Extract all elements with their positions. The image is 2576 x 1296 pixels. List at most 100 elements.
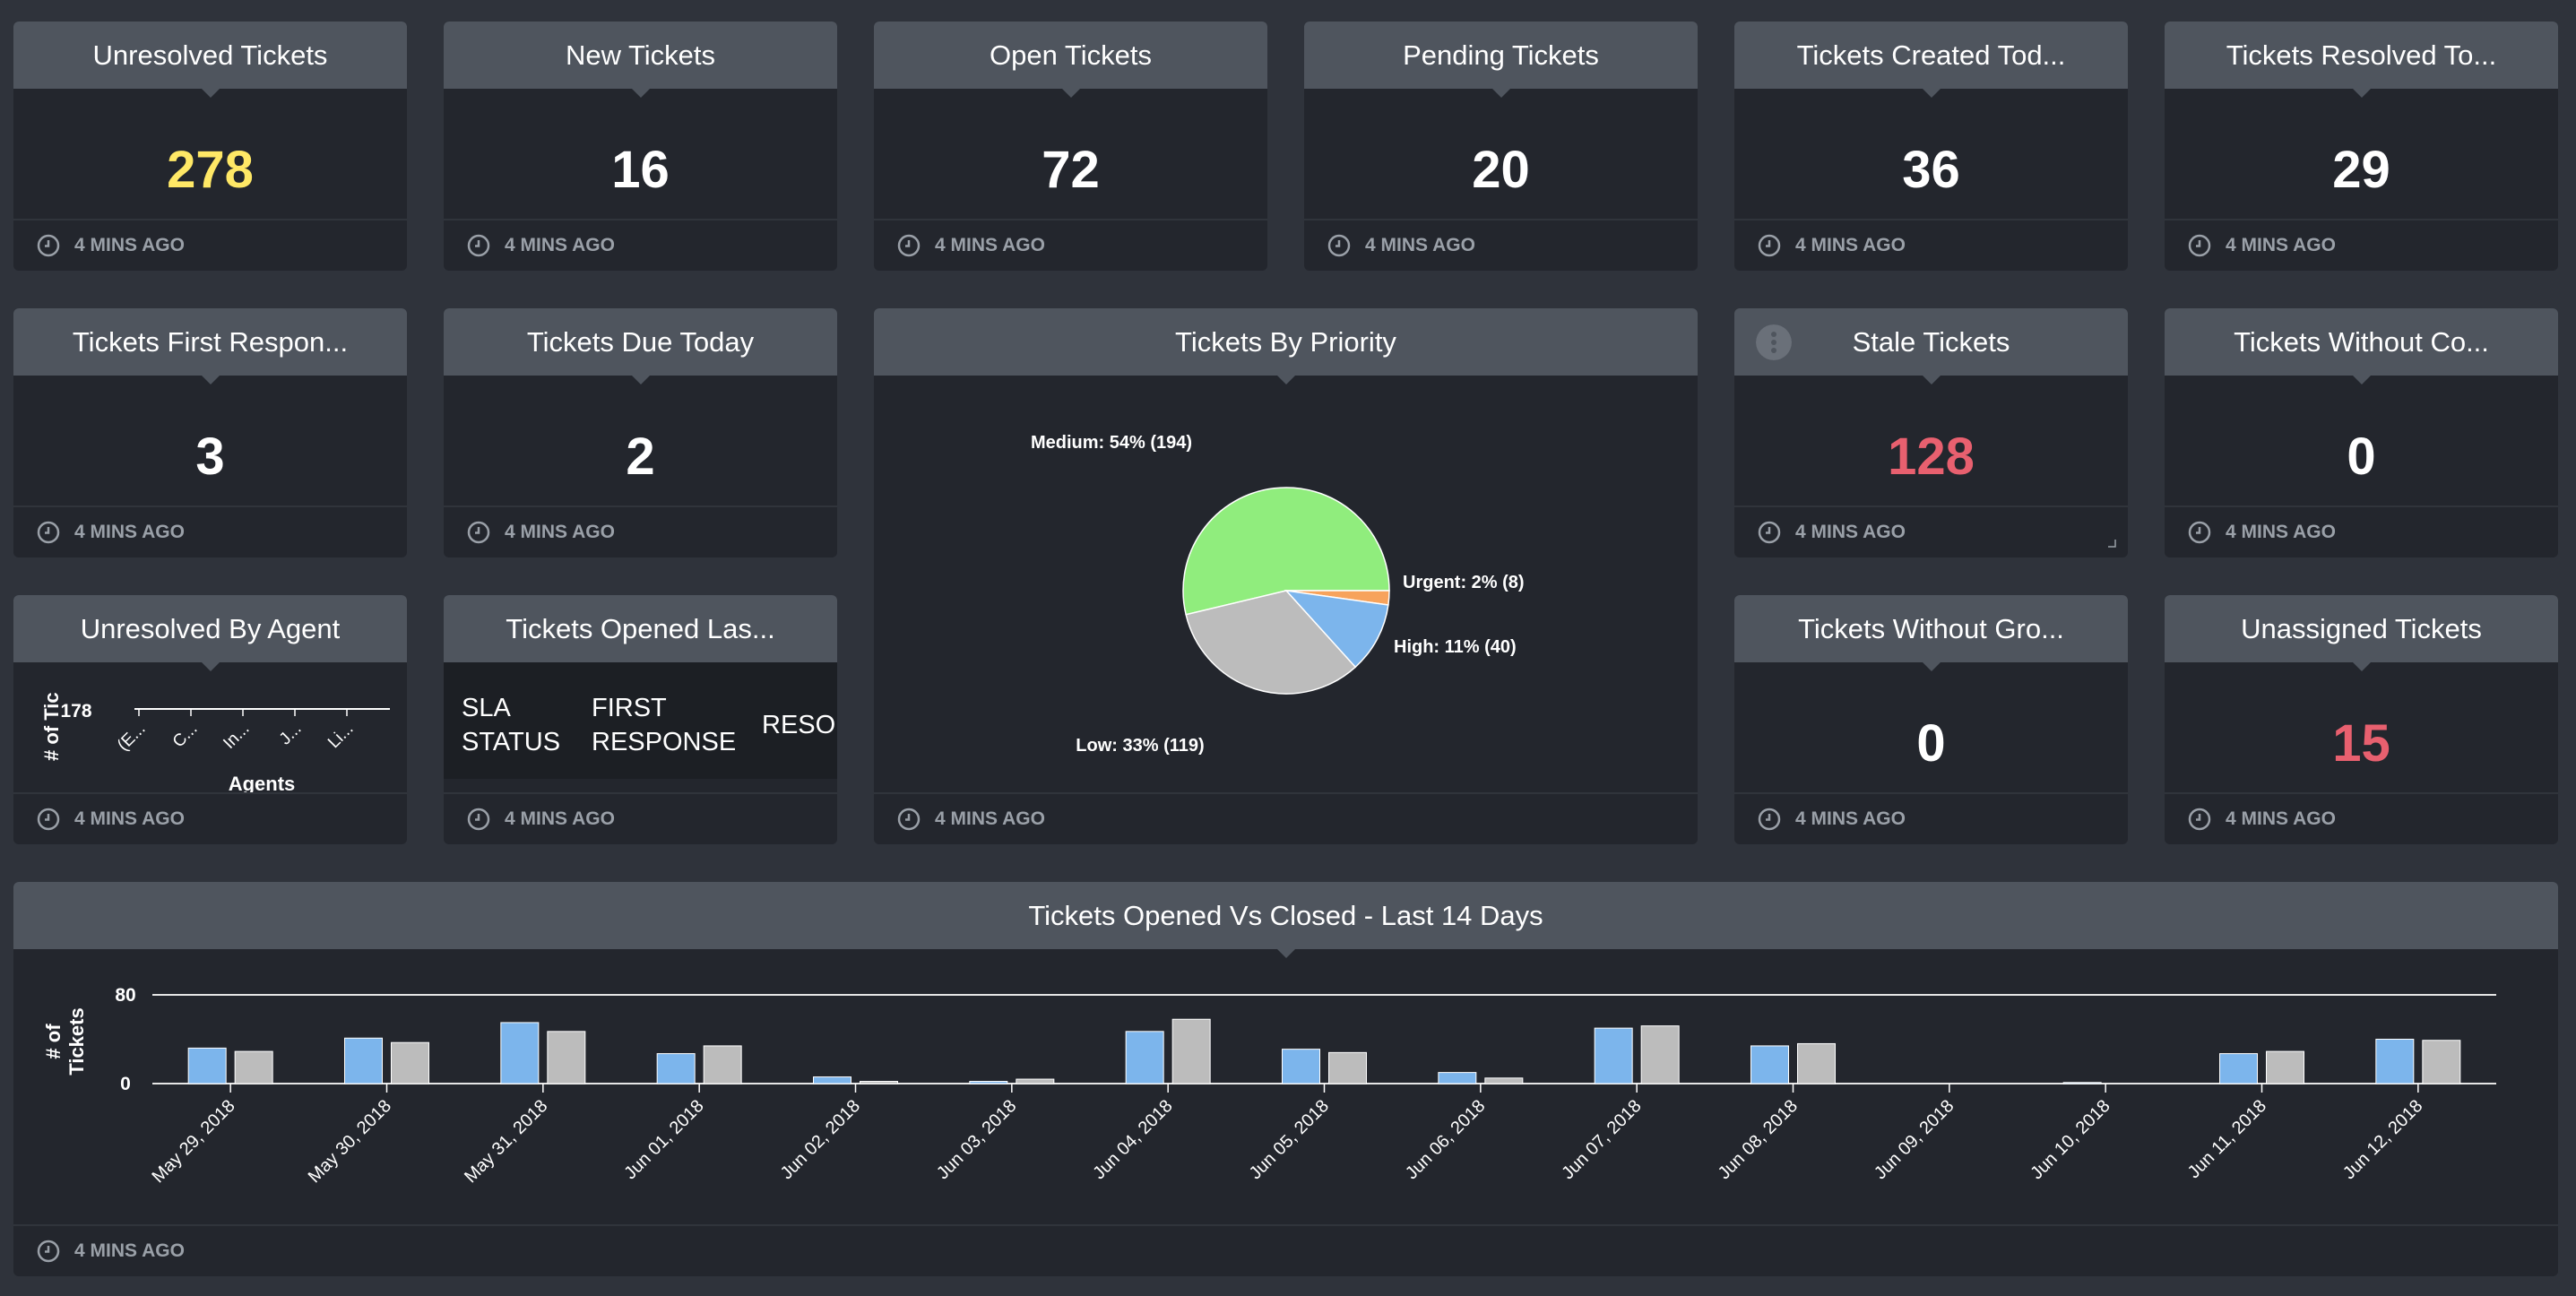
bar — [969, 1081, 1008, 1084]
widget-header: Tickets Due Today — [444, 308, 837, 384]
widget-header: Open Tickets — [874, 22, 1267, 98]
column-header-line: SLA — [462, 694, 511, 722]
x-tick-label: Jun 02, 2018 — [777, 1096, 864, 1183]
widget-footer: 4 MINS AGO — [874, 792, 1698, 844]
column-header-line: STATUS — [462, 728, 561, 756]
updated-time: 4 MINS AGO — [935, 808, 1045, 829]
clock-icon — [1758, 808, 1781, 831]
resize-handle-icon[interactable] — [2106, 538, 2117, 549]
bar — [656, 1053, 696, 1084]
widget-header: Tickets Without Co... — [2165, 308, 2558, 384]
more-options-icon[interactable] — [1756, 324, 1792, 360]
unresolved-tickets-widget[interactable]: Unresolved Tickets 278 4 MINS AGO — [13, 22, 407, 271]
bar — [1171, 1018, 1211, 1084]
widget-header: Unresolved Tickets — [13, 22, 407, 98]
updated-time: 4 MINS AGO — [1795, 235, 1906, 255]
bar — [1282, 1049, 1320, 1084]
pending-tickets-widget[interactable]: Pending Tickets 20 4 MINS AGO — [1304, 22, 1698, 271]
tickets-opened-last-widget[interactable]: Tickets Opened Las... SLA STATUS FIRST RES… — [444, 595, 837, 844]
tickets-first-response-widget[interactable]: Tickets First Respon... 3 4 MINS AGO — [13, 308, 407, 557]
widget-footer: 4 MINS AGO — [1734, 792, 2128, 844]
widget-title: Tickets Resolved To... — [2226, 39, 2497, 71]
bar — [2422, 1040, 2461, 1084]
widget-title: Open Tickets — [990, 39, 1152, 71]
clock-icon — [467, 521, 490, 544]
updated-time: 4 MINS AGO — [505, 235, 615, 255]
unassigned-tickets-widget[interactable]: Unassigned Tickets 15 4 MINS AGO — [2165, 595, 2558, 844]
clock-icon — [2188, 808, 2211, 831]
bar — [1125, 1031, 1164, 1084]
tickets-by-priority-widget[interactable]: Tickets By Priority Medium: 54% (194) Urg… — [874, 308, 1698, 844]
clock-icon — [897, 808, 921, 831]
opened-vs-closed-widget[interactable]: Tickets Opened Vs Closed - Last 14 Days … — [13, 882, 2558, 1276]
column-header-resolution[interactable]: RESOL — [762, 708, 837, 742]
unresolved-by-agent-widget[interactable]: Unresolved By Agent # of Tic 178 (E... C...… — [13, 595, 407, 844]
bar — [1016, 1078, 1055, 1084]
widget-footer: 4 MINS AGO — [1734, 219, 2128, 271]
clock-icon — [37, 521, 60, 544]
y-axis-label: Tickets — [65, 1007, 88, 1075]
bar — [1797, 1042, 1836, 1084]
widget-footer: 4 MINS AGO — [13, 792, 407, 844]
tickets-without-gro-widget[interactable]: Tickets Without Gro... 0 4 MINS AGO — [1734, 595, 2128, 844]
opened-vs-closed-bar-chart: # of Tickets 0 80 May 29, 2018 May 30, 2018 Ma… — [42, 985, 2496, 1187]
updated-time: 4 MINS AGO — [74, 808, 185, 829]
x-tick-label: Jun 04, 2018 — [1089, 1096, 1176, 1183]
metric-value: 36 — [1902, 141, 1960, 199]
bar — [391, 1041, 429, 1084]
widget-title: Tickets Without Gro... — [1798, 612, 2064, 644]
column-header-line: FIRST — [592, 694, 667, 722]
widget-footer: 4 MINS AGO — [2165, 792, 2558, 844]
priority-pie-chart: Medium: 54% (194) Urgent: 2% (8) High: 11%… — [1031, 433, 1525, 756]
updated-time: 4 MINS AGO — [1795, 522, 1906, 542]
widget-header: Tickets First Respon... — [13, 308, 407, 384]
bar — [1328, 1051, 1367, 1084]
widget-title: Pending Tickets — [1403, 39, 1599, 71]
clock-icon — [467, 234, 490, 257]
x-tick-label: May 29, 2018 — [148, 1096, 238, 1187]
bar — [1640, 1025, 1680, 1084]
clock-icon — [897, 234, 921, 257]
widget-title: Unresolved By Agent — [80, 612, 341, 644]
stale-tickets-widget[interactable]: Stale Tickets 128 4 MINS AGO — [1734, 308, 2128, 557]
x-tick-label: May 31, 2018 — [461, 1096, 551, 1187]
bar — [703, 1045, 742, 1084]
updated-time: 4 MINS AGO — [2226, 235, 2336, 255]
x-tick-label: Jun 06, 2018 — [1402, 1096, 1489, 1183]
tickets-resolved-today-widget[interactable]: Tickets Resolved To... 29 4 MINS AGO — [2165, 22, 2558, 271]
widget-title: Tickets Opened Las... — [506, 612, 775, 644]
x-tick-label: Jun 12, 2018 — [2339, 1096, 2426, 1183]
metric-value: 128 — [1888, 428, 1975, 486]
updated-time: 4 MINS AGO — [2226, 522, 2336, 542]
updated-time: 4 MINS AGO — [505, 808, 615, 829]
bar — [2062, 1082, 2102, 1084]
x-tick-label: Jun 01, 2018 — [620, 1096, 707, 1183]
new-tickets-widget[interactable]: New Tickets 16 4 MINS AGO — [444, 22, 837, 271]
open-tickets-widget[interactable]: Open Tickets 72 4 MINS AGO — [874, 22, 1267, 271]
updated-time: 4 MINS AGO — [935, 235, 1045, 255]
clock-icon — [2188, 234, 2211, 257]
x-tick-label: May 30, 2018 — [305, 1096, 395, 1187]
x-tick-label: Jun 08, 2018 — [1715, 1096, 1802, 1183]
tickets-without-co-widget[interactable]: Tickets Without Co... 0 4 MINS AGO — [2165, 308, 2558, 557]
widget-title: Unresolved Tickets — [92, 39, 328, 71]
metric-value: 29 — [2332, 141, 2390, 199]
widget-header: Tickets Opened Vs Closed - Last 14 Days — [13, 882, 2558, 958]
pie-slice-medium — [1182, 487, 1390, 616]
widget-header: Tickets Without Gro... — [1734, 595, 2128, 671]
column-header-first-response[interactable]: FIRST RESPONSE — [592, 691, 736, 759]
bar — [2266, 1050, 2304, 1084]
column-header-line: RESOL — [762, 711, 837, 739]
x-tick-label: C... — [169, 720, 202, 752]
clock-icon — [467, 808, 490, 831]
pie-label: High: 11% (40) — [1394, 637, 1517, 657]
tickets-created-today-widget[interactable]: Tickets Created Tod... 36 4 MINS AGO — [1734, 22, 2128, 271]
widget-footer: 4 MINS AGO — [13, 219, 407, 271]
bar — [187, 1047, 227, 1084]
metric-value: 3 — [195, 428, 225, 486]
updated-time: 4 MINS AGO — [74, 1240, 185, 1261]
widget-footer: 4 MINS AGO — [13, 505, 407, 557]
tickets-due-today-widget[interactable]: Tickets Due Today 2 4 MINS AGO — [444, 308, 837, 557]
x-tick-label: (E... — [114, 720, 149, 755]
column-header-sla-status[interactable]: SLA STATUS — [462, 691, 560, 759]
